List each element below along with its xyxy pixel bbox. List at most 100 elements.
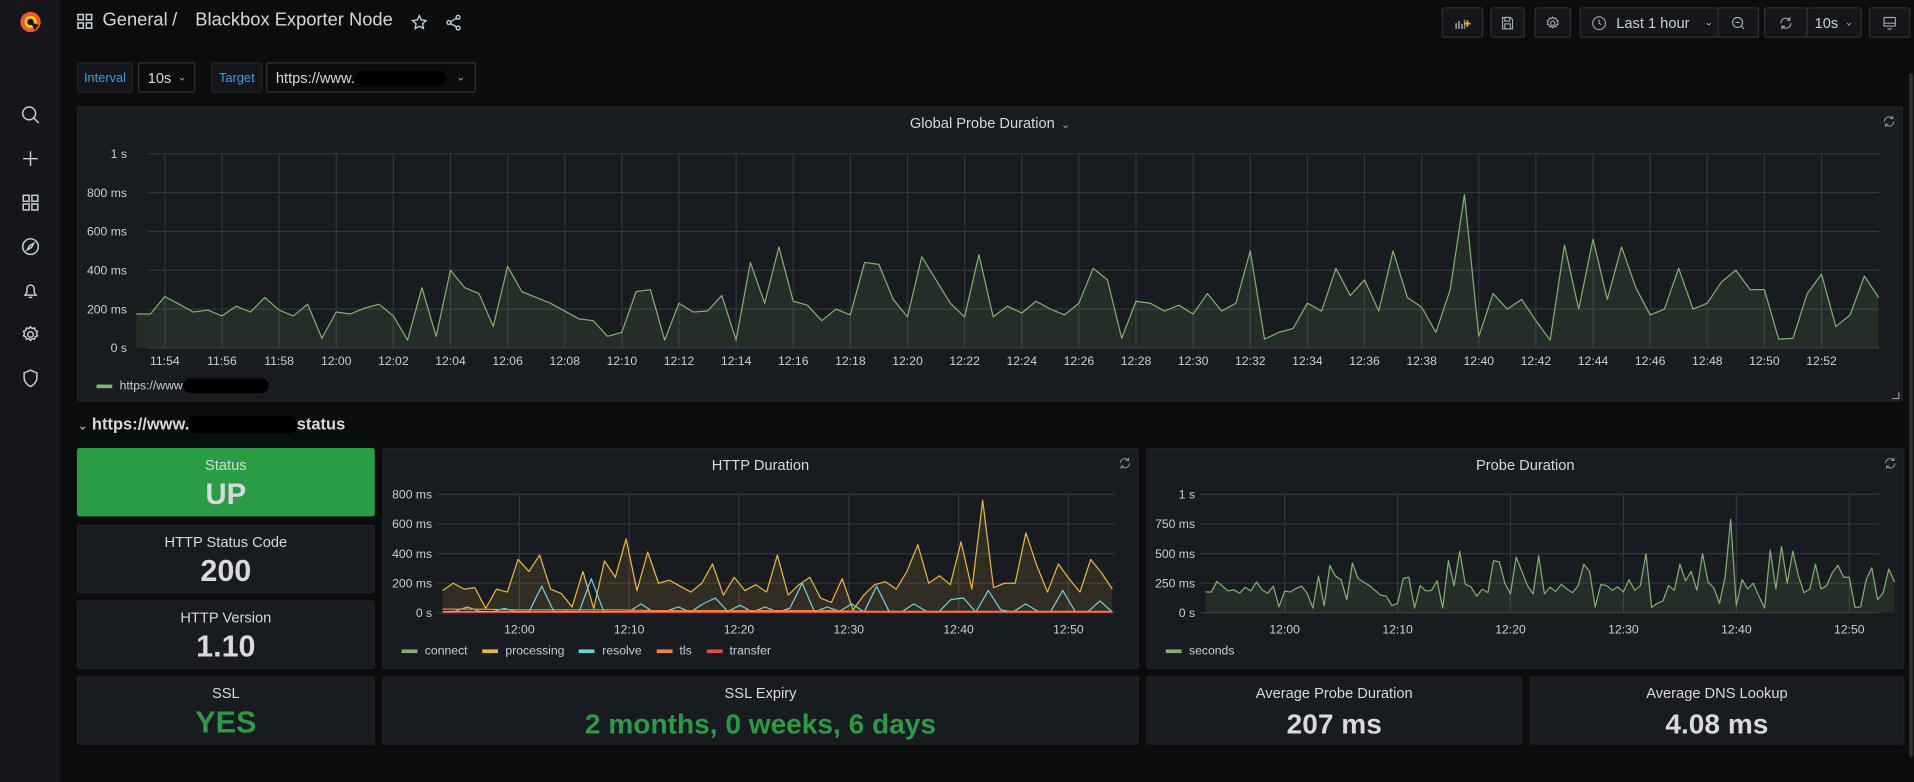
dashboard-title[interactable]: Blackbox Exporter Node	[195, 9, 393, 31]
tv-monitor-icon	[1883, 16, 1896, 29]
x-tick-label: 12:46	[1635, 354, 1666, 368]
panel-title[interactable]: HTTP Duration	[711, 456, 810, 474]
plus-icon[interactable]	[17, 145, 44, 172]
refresh-icon[interactable]	[1881, 114, 1897, 130]
explore-compass-icon[interactable]	[17, 233, 44, 260]
interval-value: 10s	[147, 68, 172, 87]
save-icon	[1502, 16, 1514, 29]
legend-item-processing[interactable]: processing	[482, 645, 564, 658]
global-probe-duration-panel: Global Probe Duration ⌄ 0 s 200 ms 400 ms 60…	[76, 106, 1904, 402]
alerting-bell-icon[interactable]	[17, 277, 44, 304]
stat-value: 4.08 ms	[1665, 708, 1769, 740]
stat-value: UP	[205, 478, 247, 512]
http-duration-panel: HTTP Duration 0 s 200 ms 400 ms 600 ms 800 m…	[382, 447, 1139, 669]
chevron-down-icon: ⌄	[1844, 15, 1854, 29]
ssl-stat-panel: SSL YES	[76, 676, 375, 745]
x-tick-label: 12:30	[834, 623, 865, 637]
dashboard-settings-button[interactable]	[1534, 7, 1572, 38]
cycle-view-mode-button[interactable]	[1868, 7, 1911, 38]
resize-handle[interactable]	[1892, 391, 1900, 400]
y-tick-label: 1 s	[111, 147, 127, 161]
time-range-picker[interactable]: Last 1 hour ⌄	[1579, 7, 1719, 38]
y-tick-label: 800 ms	[87, 186, 127, 200]
legend-swatch	[579, 649, 595, 654]
http-version-stat-panel: HTTP Version 1.10	[76, 600, 375, 669]
x-tick-label: 12:32	[1235, 354, 1266, 368]
x-tick-label: 12:42	[1521, 354, 1552, 368]
x-tick-label: 12:50	[1053, 623, 1084, 637]
x-tick-label: 12:18	[835, 354, 866, 368]
legend-swatch	[96, 383, 113, 388]
legend-item-transfer[interactable]: transfer	[706, 645, 771, 658]
refresh-icon[interactable]	[1882, 455, 1898, 471]
legend-label: resolve	[602, 644, 642, 658]
y-tick-label: 200 ms	[392, 576, 432, 590]
legend-swatch	[706, 649, 723, 654]
add-panel-button[interactable]	[1441, 7, 1484, 38]
panel-title[interactable]: Global Probe Duration ⌄	[909, 114, 1071, 132]
legend-item[interactable]: https://www	[96, 378, 269, 394]
stat-title: Average Probe Duration	[1255, 684, 1413, 702]
save-dashboard-button[interactable]	[1490, 7, 1525, 38]
stat-title: Average DNS Lookup	[1646, 684, 1788, 702]
breadcrumb-folder[interactable]: General	[102, 9, 168, 31]
interval-variable-select[interactable]: 10s ⌄	[137, 62, 196, 93]
refresh-icon[interactable]	[1117, 455, 1133, 471]
target-value: https://www.	[275, 68, 355, 87]
http-duration-chart: 0 s 200 ms 400 ms 600 ms 800 ms 12:00 12:10 12:…	[392, 488, 1115, 637]
legend-swatch	[656, 649, 673, 654]
y-tick-label: 800 ms	[392, 488, 432, 502]
stat-title: HTTP Status Code	[164, 533, 288, 551]
search-icon[interactable]	[17, 101, 44, 128]
x-tick-label: 12:40	[1721, 623, 1752, 637]
y-tick-label: 200 ms	[87, 302, 127, 316]
y-tick-label: 0 s	[416, 606, 432, 620]
http-status-code-stat-panel: HTTP Status Code 200	[76, 524, 375, 594]
x-tick-label: 12:24	[1007, 354, 1038, 368]
legend-label: https://www	[119, 379, 183, 393]
x-tick-label: 12:34	[1292, 354, 1323, 368]
refresh-dashboard-button[interactable]	[1763, 7, 1808, 38]
x-tick-label: 12:16	[778, 354, 809, 368]
page-scrollbar[interactable]	[1909, 73, 1913, 757]
y-tick-label: 750 ms	[1155, 517, 1195, 531]
x-tick-label: 11:54	[150, 354, 180, 368]
legend-item-tls[interactable]: tls	[656, 645, 692, 658]
chevron-down-icon: ⌄	[78, 419, 88, 433]
stat-value: 207 ms	[1286, 708, 1382, 740]
stat-title: HTTP Version	[180, 609, 272, 627]
legend-swatch	[1165, 649, 1182, 654]
stat-value: 1.10	[196, 629, 256, 665]
x-tick-label: 12:04	[435, 354, 466, 368]
refresh-interval-picker[interactable]: 10s ⌄	[1806, 7, 1862, 38]
clock-icon	[1592, 15, 1607, 30]
x-tick-label: 11:56	[207, 354, 237, 368]
row-title-suffix: status	[296, 415, 346, 434]
legend-item-seconds[interactable]: seconds	[1165, 645, 1234, 658]
share-icon[interactable]	[444, 13, 462, 37]
configuration-gear-icon[interactable]	[17, 321, 44, 348]
legend-item-resolve[interactable]: resolve	[579, 645, 642, 658]
row-header[interactable]: ⌄ https://www. status	[78, 415, 345, 434]
server-admin-shield-icon[interactable]	[17, 365, 44, 392]
x-tick-label: 12:10	[614, 623, 645, 637]
chevron-down-icon: ⌄	[1704, 15, 1714, 29]
panel-title[interactable]: Probe Duration	[1475, 456, 1575, 474]
legend-item-connect[interactable]: connect	[401, 645, 468, 658]
dashboards-icon[interactable]	[17, 189, 44, 216]
breadcrumb-separator: /	[172, 9, 178, 31]
x-tick-label: 12:50	[1834, 623, 1865, 637]
zoom-out-time-button[interactable]	[1717, 7, 1760, 38]
legend-swatch	[482, 649, 499, 654]
chart-legend: https://www	[96, 378, 269, 394]
y-tick-label: 1 s	[1179, 488, 1195, 502]
target-variable-select[interactable]: https://www. ⌄	[266, 62, 477, 93]
x-tick-label: 12:10	[607, 354, 638, 368]
refresh-icon	[1780, 16, 1792, 29]
x-tick-label: 12:00	[1269, 623, 1300, 637]
x-tick-label: 12:08	[549, 354, 580, 368]
star-icon[interactable]	[410, 13, 428, 37]
grafana-logo-icon[interactable]	[17, 9, 44, 36]
gear-icon	[1546, 15, 1559, 29]
